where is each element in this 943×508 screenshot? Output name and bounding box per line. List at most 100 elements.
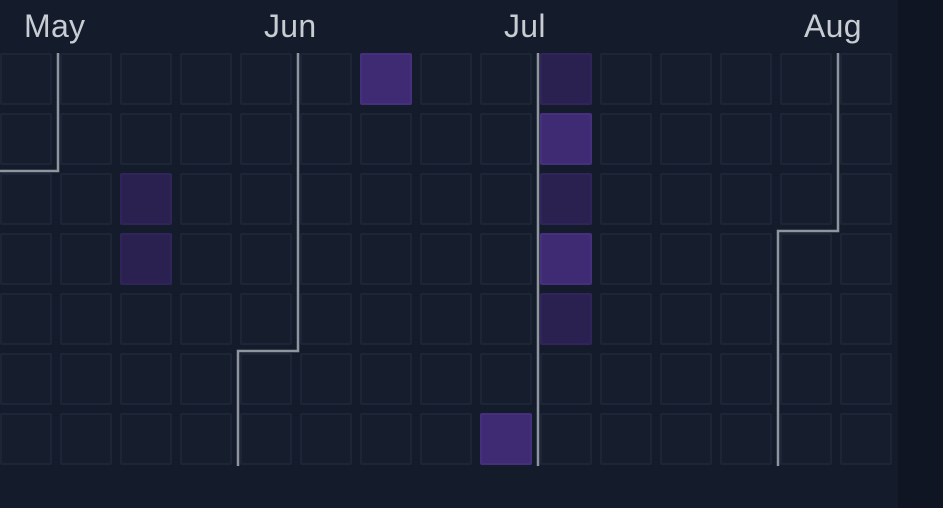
day-cell[interactable]: [0, 413, 52, 465]
day-cell[interactable]: [780, 413, 832, 465]
day-cell[interactable]: [600, 413, 652, 465]
day-cell[interactable]: [300, 113, 352, 165]
day-cell[interactable]: [240, 173, 292, 225]
day-cell[interactable]: [180, 413, 232, 465]
day-cell[interactable]: [360, 113, 412, 165]
day-cell[interactable]: [420, 113, 472, 165]
day-cell[interactable]: [0, 293, 52, 345]
day-cell[interactable]: [360, 233, 412, 285]
day-cell[interactable]: [780, 113, 832, 165]
day-cell[interactable]: [420, 293, 472, 345]
day-cell[interactable]: [660, 53, 712, 105]
day-cell[interactable]: [720, 113, 772, 165]
day-cell[interactable]: [660, 293, 712, 345]
day-cell[interactable]: [720, 233, 772, 285]
day-cell[interactable]: [120, 233, 172, 285]
day-cell[interactable]: [240, 353, 292, 405]
day-cell[interactable]: [180, 53, 232, 105]
day-cell[interactable]: [0, 113, 52, 165]
day-cell[interactable]: [600, 353, 652, 405]
day-cell[interactable]: [60, 53, 112, 105]
day-cell[interactable]: [720, 53, 772, 105]
day-cell[interactable]: [300, 233, 352, 285]
day-cell[interactable]: [420, 233, 472, 285]
day-cell[interactable]: [120, 413, 172, 465]
day-cell[interactable]: [60, 233, 112, 285]
day-cell[interactable]: [540, 53, 592, 105]
day-cell[interactable]: [180, 173, 232, 225]
day-cell[interactable]: [720, 173, 772, 225]
day-cell[interactable]: [840, 353, 892, 405]
day-cell[interactable]: [60, 413, 112, 465]
day-cell[interactable]: [240, 113, 292, 165]
day-cell[interactable]: [360, 413, 412, 465]
day-cell[interactable]: [600, 293, 652, 345]
day-cell[interactable]: [780, 173, 832, 225]
day-cell[interactable]: [840, 413, 892, 465]
day-cell[interactable]: [420, 353, 472, 405]
day-cell[interactable]: [360, 353, 412, 405]
day-cell[interactable]: [120, 293, 172, 345]
day-cell[interactable]: [840, 293, 892, 345]
day-cell[interactable]: [420, 173, 472, 225]
day-cell[interactable]: [480, 413, 532, 465]
day-cell[interactable]: [720, 353, 772, 405]
day-cell[interactable]: [600, 233, 652, 285]
day-cell[interactable]: [240, 413, 292, 465]
day-cell[interactable]: [480, 293, 532, 345]
day-cell[interactable]: [300, 173, 352, 225]
day-cell[interactable]: [540, 173, 592, 225]
day-cell[interactable]: [120, 53, 172, 105]
day-cell[interactable]: [60, 173, 112, 225]
day-cell[interactable]: [660, 233, 712, 285]
day-cell[interactable]: [0, 353, 52, 405]
day-cell[interactable]: [840, 53, 892, 105]
day-cell[interactable]: [0, 233, 52, 285]
day-cell[interactable]: [480, 173, 532, 225]
day-cell[interactable]: [360, 53, 412, 105]
day-cell[interactable]: [660, 113, 712, 165]
day-cell[interactable]: [300, 53, 352, 105]
day-cell[interactable]: [660, 353, 712, 405]
day-cell[interactable]: [480, 353, 532, 405]
day-cell[interactable]: [780, 353, 832, 405]
day-cell[interactable]: [600, 113, 652, 165]
day-cell[interactable]: [120, 173, 172, 225]
day-cell[interactable]: [840, 233, 892, 285]
day-cell[interactable]: [60, 353, 112, 405]
day-cell[interactable]: [540, 113, 592, 165]
day-cell[interactable]: [60, 293, 112, 345]
day-cell[interactable]: [120, 353, 172, 405]
day-cell[interactable]: [840, 113, 892, 165]
day-cell[interactable]: [240, 53, 292, 105]
day-cell[interactable]: [780, 293, 832, 345]
day-cell[interactable]: [180, 233, 232, 285]
day-cell[interactable]: [420, 413, 472, 465]
day-cell[interactable]: [300, 413, 352, 465]
day-cell[interactable]: [600, 53, 652, 105]
day-cell[interactable]: [180, 353, 232, 405]
day-cell[interactable]: [0, 173, 52, 225]
day-cell[interactable]: [540, 353, 592, 405]
day-cell[interactable]: [180, 293, 232, 345]
day-cell[interactable]: [360, 293, 412, 345]
day-cell[interactable]: [840, 173, 892, 225]
day-cell[interactable]: [240, 293, 292, 345]
day-cell[interactable]: [0, 53, 52, 105]
day-cell[interactable]: [360, 173, 412, 225]
day-cell[interactable]: [480, 113, 532, 165]
day-cell[interactable]: [240, 233, 292, 285]
day-cell[interactable]: [300, 293, 352, 345]
day-cell[interactable]: [600, 173, 652, 225]
day-cell[interactable]: [660, 173, 712, 225]
day-cell[interactable]: [780, 233, 832, 285]
day-cell[interactable]: [180, 113, 232, 165]
day-cell[interactable]: [300, 353, 352, 405]
day-cell[interactable]: [720, 293, 772, 345]
day-cell[interactable]: [540, 233, 592, 285]
day-cell[interactable]: [420, 53, 472, 105]
day-cell[interactable]: [540, 413, 592, 465]
day-cell[interactable]: [480, 53, 532, 105]
day-cell[interactable]: [720, 413, 772, 465]
day-cell[interactable]: [60, 113, 112, 165]
